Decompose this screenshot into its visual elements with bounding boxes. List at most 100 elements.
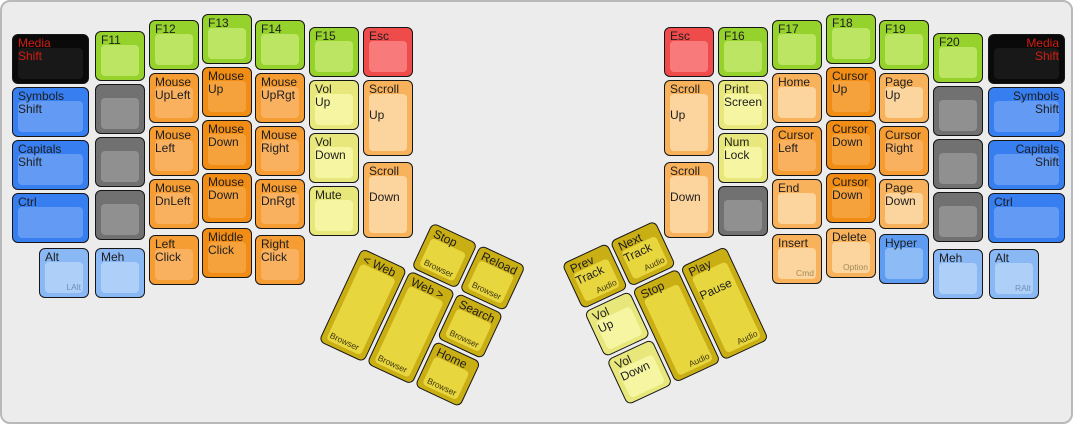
key-f16[interactable]: F16 [718,27,768,77]
key-mouse-uprgt[interactable]: Mouse UpRgt [255,73,305,123]
key-mouse-dnleft[interactable]: Mouse DnLeft [149,179,199,229]
key-cursor-left[interactable]: Cursor Left [772,126,822,176]
key-cursor-down[interactable]: Cursor Down [826,173,876,223]
key-blank[interactable] [718,186,768,236]
key-label: Middle Click [208,230,246,257]
key-scroll-down[interactable]: Scroll Down [363,162,413,238]
keycap-surface [670,176,708,233]
key-label-line: Up [885,88,901,103]
key-mouse-down[interactable]: Mouse Down [202,120,252,170]
keycap-surface [724,147,762,178]
key-scroll-down[interactable]: Scroll Down [664,162,714,238]
key-cursor-down[interactable]: Cursor Down [826,120,876,170]
key-label-line: Cursor [832,69,869,83]
key-page-down[interactable]: Page Down [879,179,929,229]
keycap-surface [18,48,83,79]
key-meh[interactable]: Meh [933,249,983,299]
key-end[interactable]: End [772,179,822,229]
key-label: F12 [155,22,193,36]
key-mouse-left[interactable]: Mouse Left [149,126,199,176]
key-label: Scroll Up [369,82,407,122]
key-f14[interactable]: F14 [255,20,305,70]
key-label-line: Down [885,194,916,209]
key-blank[interactable] [95,190,145,240]
key-ctrl[interactable]: Ctrl [988,193,1065,243]
key-left-click[interactable]: Left Click [149,235,199,285]
key-f12[interactable]: F12 [149,20,199,70]
key-esc[interactable]: Esc [363,27,413,77]
key-scroll-up[interactable]: Scroll Up [664,80,714,156]
key-blank[interactable] [933,86,983,136]
key-ctrl[interactable]: Ctrl [12,193,89,243]
keycap-surface [724,200,762,231]
key-f18[interactable]: F18 [826,14,876,64]
key-label: Scroll Up [670,82,708,122]
key-mouse-right[interactable]: Mouse Right [255,126,305,176]
key-mouse-up[interactable]: Mouse Up [202,67,252,117]
key-media-shift[interactable]: Media Shift [988,34,1065,84]
key-label-line: Shift [18,102,43,117]
key-f13[interactable]: F13 [202,14,252,64]
key-label-line: Left [155,141,176,156]
key-mouse-upleft[interactable]: Mouse UpLeft [149,73,199,123]
key-esc[interactable]: Esc [664,27,714,77]
key-label: F18 [832,16,870,30]
key-f19[interactable]: F19 [879,20,929,70]
key-label-line: Down [208,135,239,150]
key-label: Esc [670,29,708,43]
key-middle-click[interactable]: Middle Click [202,228,252,278]
key-blank[interactable] [933,139,983,189]
key-label: Meh [101,250,139,264]
key-num-lock[interactable]: Num Lock [718,133,768,183]
key-mute[interactable]: Mute [309,186,359,236]
key-scroll-up[interactable]: Scroll Up [363,80,413,156]
keycap-surface [101,262,139,293]
key-home[interactable]: Home [772,73,822,123]
key-delete[interactable]: Delete Option [826,228,876,278]
key-cursor-up[interactable]: Cursor Up [826,67,876,117]
keycap-surface [778,34,816,65]
key-meh[interactable]: Meh [95,248,145,298]
key-capitals-shift[interactable]: Capitals Shift [12,140,89,190]
key-mouse-down[interactable]: Mouse Down [202,173,252,223]
key-f17[interactable]: F17 [772,20,822,70]
key-label-line: UpLeft [155,88,191,103]
keycap-surface [724,94,762,125]
key-label-line: F19 [885,22,906,36]
keycap-surface [369,176,407,233]
key-blank[interactable] [933,192,983,242]
key-f11[interactable]: F11 [95,31,145,81]
key-label-line: Cursor [778,128,815,142]
key-print-screen[interactable]: Print Screen [718,80,768,130]
key-label-line: Cursor [832,122,869,136]
keycap-surface [18,101,83,132]
key-label: Right Click [261,237,299,265]
key-label-line: F20 [939,35,960,49]
key-label-line: Click [261,250,287,265]
key-vol-down[interactable]: Vol Down [309,133,359,183]
key-capitals-shift[interactable]: Capitals Shift [988,140,1065,190]
key-blank[interactable] [95,137,145,187]
key-right-click[interactable]: Right Click [255,235,305,285]
key-label-line: F15 [315,29,336,43]
key-media-shift[interactable]: Media Shift [12,34,89,84]
key-f15[interactable]: F15 [309,27,359,77]
keycap-surface [885,248,923,279]
key-label: Ctrl [994,195,1059,209]
key-page-up[interactable]: Page Up [879,73,929,123]
key-symbols-shift[interactable]: Symbols Shift [12,87,89,137]
key-vol-up[interactable]: Vol Up [309,80,359,130]
key-blank[interactable] [95,84,145,134]
keycap-surface [101,98,139,129]
key-f20[interactable]: F20 [933,33,983,83]
key-alt[interactable]: Alt LAlt [39,248,89,298]
key-label-line: Shift [1034,155,1059,170]
key-label-line: Vol [315,135,332,149]
key-symbols-shift[interactable]: Symbols Shift [988,87,1065,137]
key-label-line: End [778,181,800,195]
key-hyper[interactable]: Hyper [879,234,929,284]
key-cursor-right[interactable]: Cursor Right [879,126,929,176]
key-insert[interactable]: Insert Cmd [772,234,822,284]
key-mouse-dnrgt[interactable]: Mouse DnRgt [255,179,305,229]
key-alt[interactable]: Alt RAlt [989,249,1039,299]
